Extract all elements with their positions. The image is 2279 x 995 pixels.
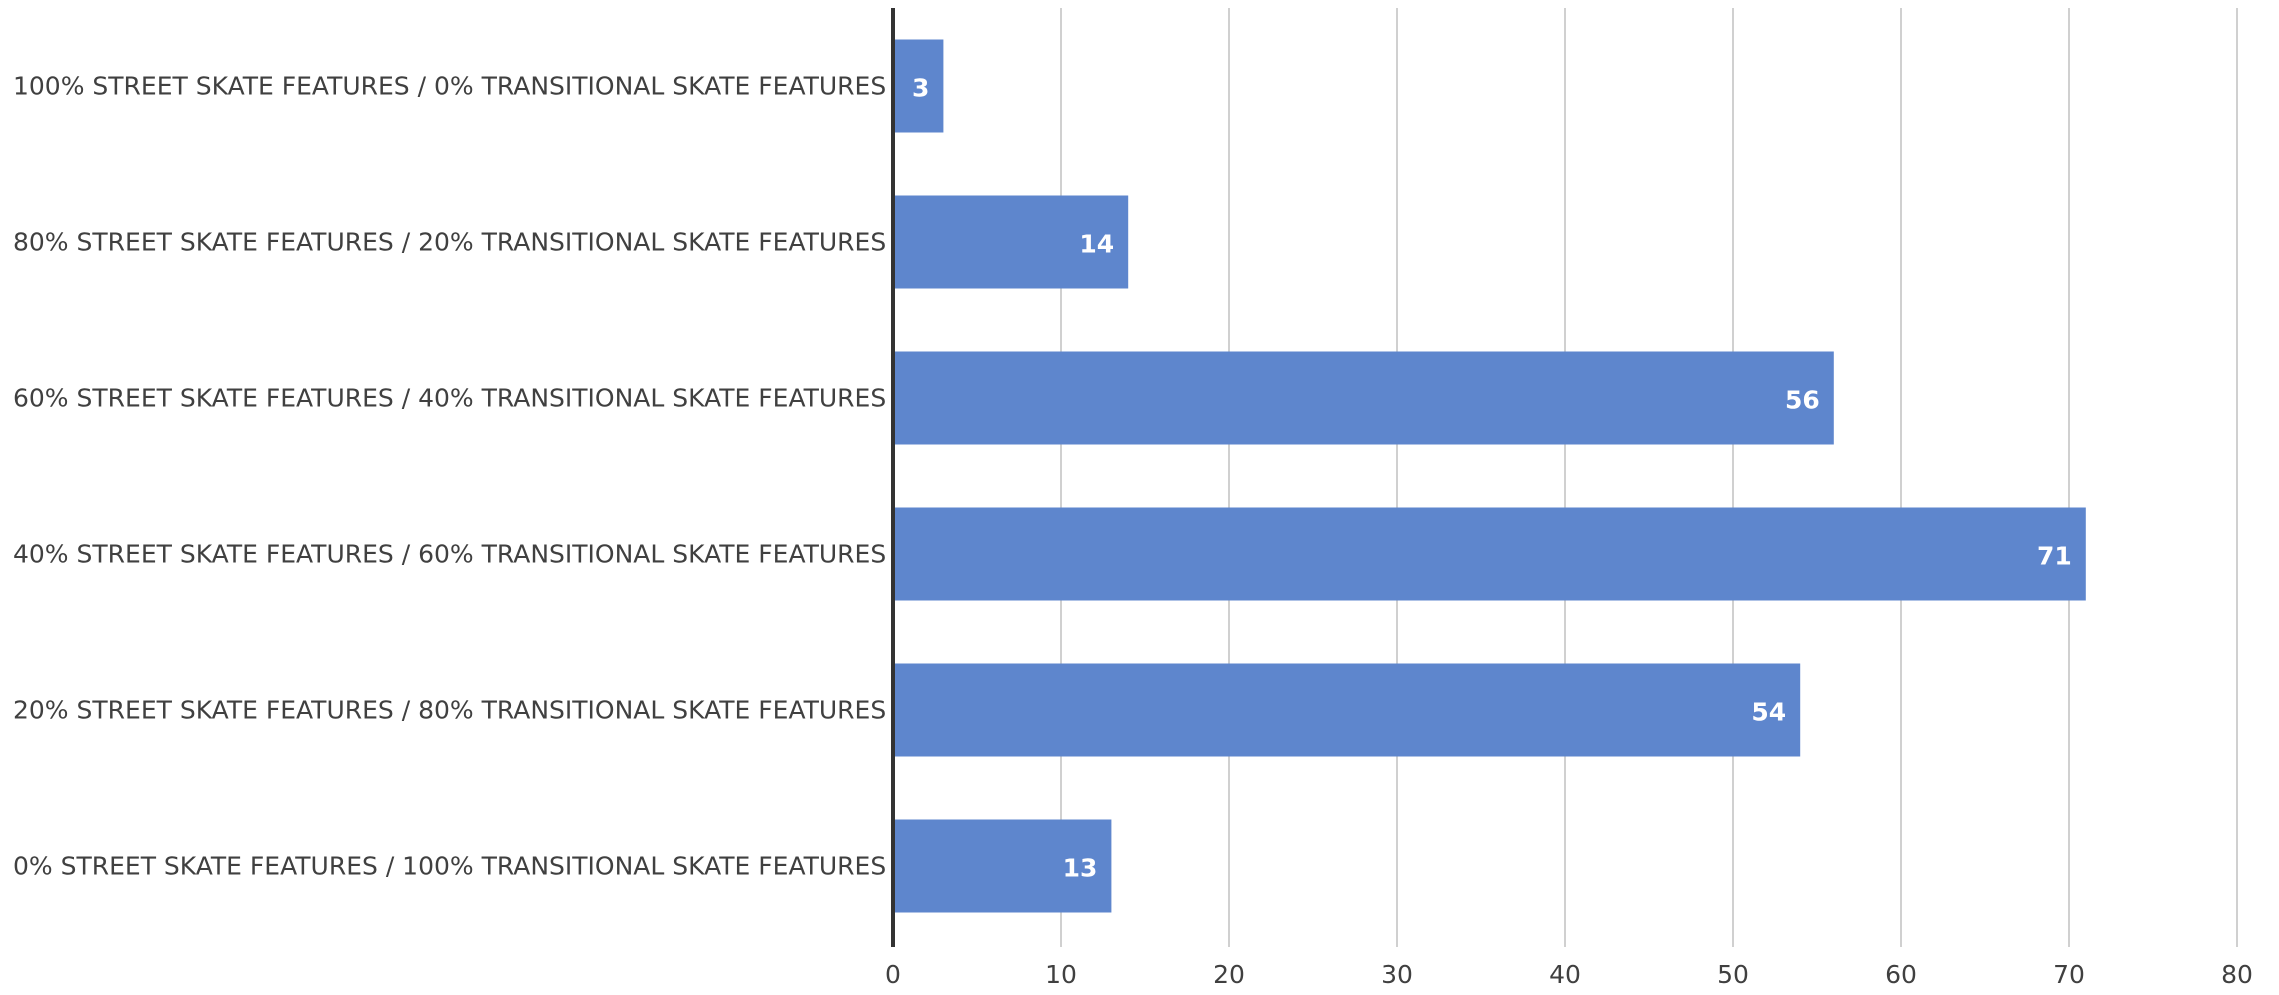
- bar: [893, 195, 1129, 289]
- x-tick-label: 0: [885, 960, 901, 989]
- bar: [893, 819, 1112, 913]
- data-label: 56: [1785, 386, 1820, 415]
- category-label: 60% STREET SKATE FEATURES / 40% TRANSITI…: [13, 384, 886, 413]
- category-label: 0% STREET SKATE FEATURES / 100% TRANSITI…: [13, 852, 886, 881]
- category-label: 20% STREET SKATE FEATURES / 80% TRANSITI…: [13, 696, 886, 725]
- bars: [893, 39, 2086, 913]
- x-tick-label: 40: [1549, 960, 1581, 989]
- bar: [893, 663, 1801, 757]
- x-tick-label: 80: [2221, 960, 2253, 989]
- category-label: 80% STREET SKATE FEATURES / 20% TRANSITI…: [13, 228, 886, 257]
- x-tick-label: 30: [1381, 960, 1413, 989]
- data-label: 54: [1751, 698, 1786, 727]
- data-label: 71: [2037, 542, 2072, 571]
- category-label: 100% STREET SKATE FEATURES / 0% TRANSITI…: [13, 72, 886, 101]
- data-label: 14: [1079, 230, 1114, 259]
- x-tick-label: 60: [1885, 960, 1917, 989]
- x-tick-label: 20: [1213, 960, 1245, 989]
- x-tick-label: 70: [2053, 960, 2085, 989]
- bar: [893, 39, 944, 133]
- data-label: 13: [1063, 854, 1098, 883]
- x-tick-label: 10: [1045, 960, 1077, 989]
- category-label: 40% STREET SKATE FEATURES / 60% TRANSITI…: [13, 540, 886, 569]
- bar: [893, 351, 1834, 445]
- x-tick-label: 50: [1717, 960, 1749, 989]
- gridlines: [1060, 8, 2238, 947]
- bar: [893, 507, 2086, 601]
- data-label: 3: [912, 74, 929, 103]
- labels: 0 10 20 30 40 50 60 70 80 100% STREET SKATE FEATU…: [13, 72, 2253, 990]
